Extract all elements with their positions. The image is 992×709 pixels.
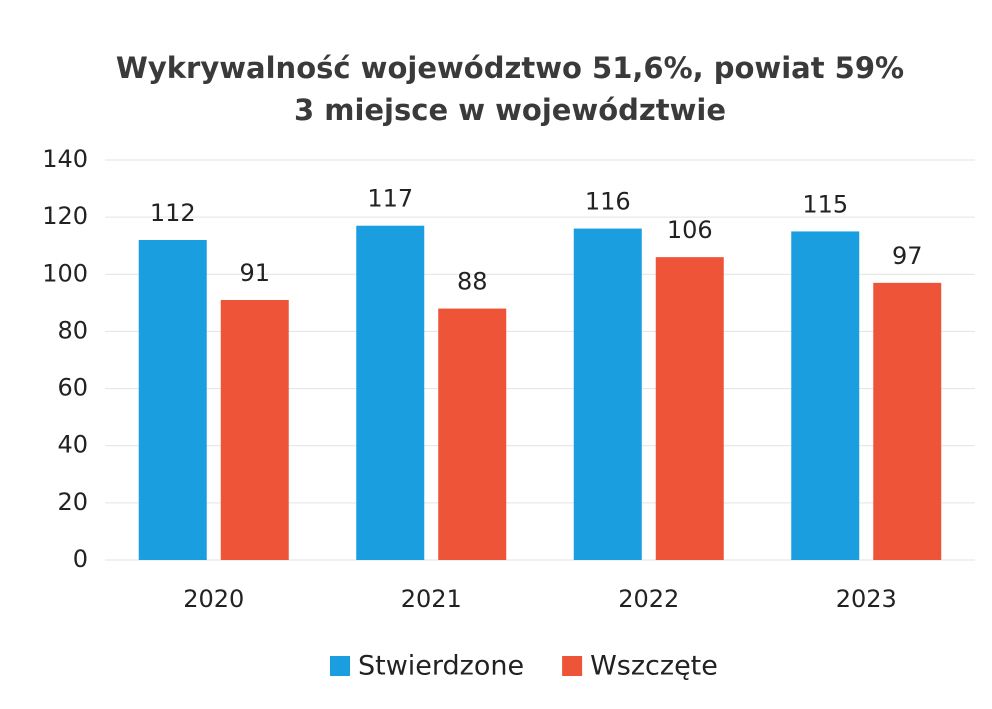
y-tick-label: 40 — [57, 431, 88, 459]
legend-label: Wszczęte — [590, 651, 718, 682]
y-tick-label: 0 — [73, 545, 88, 573]
legend-swatch — [562, 656, 583, 676]
legend-swatch — [330, 656, 350, 676]
data-label: 106 — [667, 216, 713, 244]
x-tick-label: 2023 — [836, 585, 897, 613]
y-tick-label: 20 — [57, 488, 88, 516]
bar — [573, 228, 642, 561]
bar — [873, 282, 942, 560]
data-label: 97 — [892, 242, 923, 270]
data-label: 91 — [239, 259, 270, 287]
y-tick-label: 80 — [57, 316, 88, 344]
legend-label: Stwierdzone — [358, 651, 524, 682]
data-label: 116 — [585, 188, 631, 216]
bar — [655, 257, 724, 560]
bar — [220, 300, 289, 560]
y-tick-label: 140 — [42, 145, 88, 173]
x-tick-label: 2021 — [401, 585, 462, 613]
bar — [438, 308, 507, 560]
bar — [138, 240, 207, 560]
y-tick-label: 100 — [42, 259, 88, 287]
data-label: 115 — [802, 190, 848, 218]
chart-title: Wykrywalność województwo 51,6%, powiat 5… — [116, 51, 904, 85]
x-tick-label: 2020 — [183, 585, 244, 613]
x-tick-label: 2022 — [618, 585, 679, 613]
bar — [791, 231, 860, 560]
bar — [356, 225, 425, 560]
data-label: 112 — [150, 199, 196, 227]
y-tick-label: 60 — [57, 374, 88, 402]
data-label: 117 — [367, 185, 413, 213]
data-label: 88 — [457, 268, 488, 296]
chart-subtitle: 3 miejsce w województwie — [294, 93, 726, 127]
y-tick-label: 120 — [42, 202, 88, 230]
